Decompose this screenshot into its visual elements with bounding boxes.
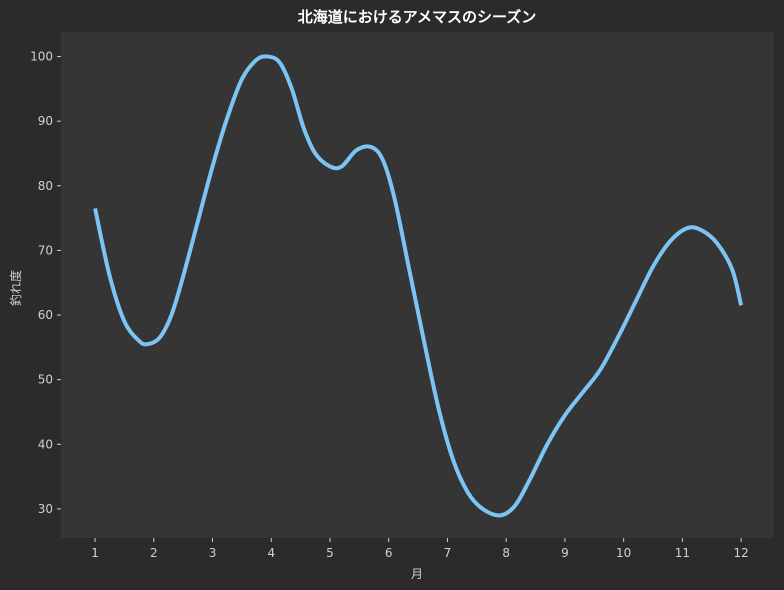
series-line-0 <box>93 54 744 518</box>
y-tick-label: 80 <box>38 179 53 193</box>
y-tick-label: 40 <box>38 437 53 451</box>
x-tick-label: 12 <box>733 546 748 560</box>
y-tick-label: 70 <box>38 243 53 257</box>
y-tick-label: 50 <box>38 373 53 387</box>
x-tick-label: 2 <box>150 546 158 560</box>
x-tick-label: 9 <box>561 546 569 560</box>
y-axis-label: 釣れ度 <box>8 270 23 306</box>
y-tick-label: 100 <box>30 50 53 64</box>
x-axis-ticks: 1 2 3 4 5 6 7 8 9 10 11 12 <box>91 538 749 560</box>
y-tick-label: 60 <box>38 308 53 322</box>
x-tick-label: 4 <box>267 546 275 560</box>
y-tick-label: 90 <box>38 114 53 128</box>
y-axis-ticks: 30 40 50 60 70 80 90 100 <box>30 50 61 516</box>
chart-title: 北海道におけるアメマスのシーズン <box>298 8 537 26</box>
x-tick-label: 6 <box>385 546 393 560</box>
plot-area <box>61 32 774 538</box>
x-tick-label: 3 <box>209 546 217 560</box>
y-tick-label: 30 <box>38 502 53 516</box>
x-axis-label: 月 <box>411 567 423 581</box>
x-tick-label: 8 <box>502 546 510 560</box>
x-tick-label: 7 <box>444 546 452 560</box>
x-tick-label: 11 <box>675 546 690 560</box>
x-tick-label: 5 <box>326 546 334 560</box>
x-tick-label: 1 <box>91 546 99 560</box>
x-tick-label: 10 <box>616 546 631 560</box>
series-layer <box>93 54 744 518</box>
